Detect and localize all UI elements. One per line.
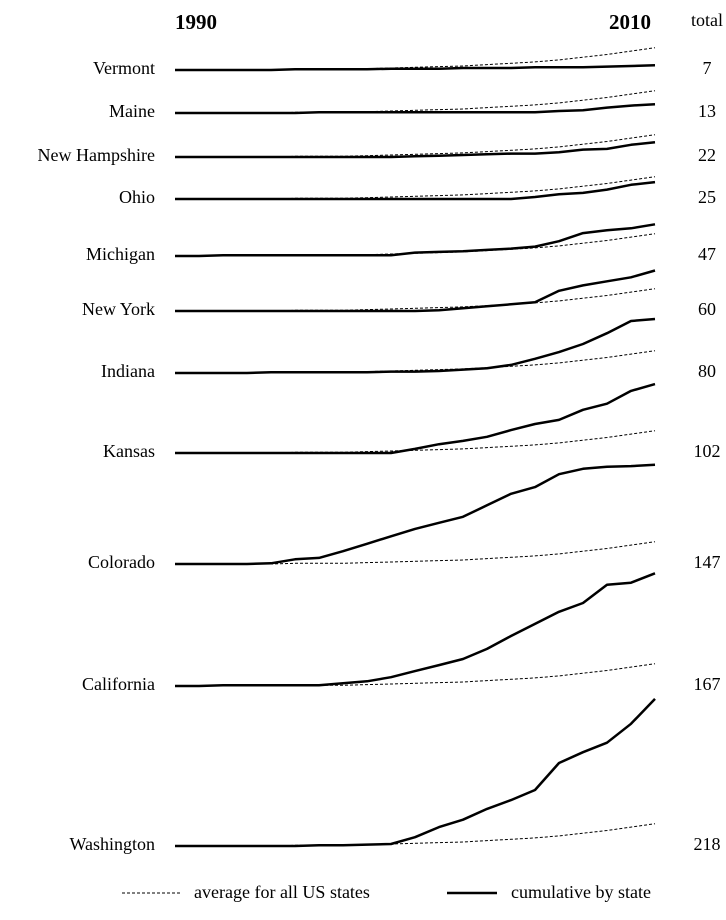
state-label: New York — [82, 299, 155, 319]
average-line — [175, 541, 656, 565]
state-line — [175, 382, 656, 455]
state-label: Michigan — [86, 244, 155, 264]
state-total: 22 — [698, 145, 716, 165]
state-total: 7 — [703, 58, 712, 78]
state-total: 102 — [694, 441, 721, 461]
average-line — [175, 288, 656, 312]
state-line — [175, 223, 656, 258]
state-line — [175, 572, 656, 688]
state-label: California — [82, 674, 155, 694]
state-total: 25 — [698, 187, 716, 207]
state-line — [175, 463, 656, 566]
state-label: Vermont — [93, 58, 155, 78]
state-line — [175, 317, 656, 375]
state-label: Colorado — [88, 552, 155, 572]
state-label: Maine — [109, 101, 155, 121]
totals-header: total — [691, 10, 723, 30]
state-total: 218 — [694, 834, 721, 854]
average-line — [175, 663, 656, 687]
state-label: New Hampshire — [38, 145, 155, 165]
average-line — [175, 823, 656, 847]
state-label: Kansas — [103, 441, 155, 461]
state-total: 13 — [698, 101, 716, 121]
start-year: 1990 — [175, 10, 217, 34]
state-label: Indiana — [101, 361, 155, 381]
average-line — [175, 176, 656, 200]
state-total: 167 — [694, 674, 721, 694]
legend-label: average for all US states — [194, 882, 370, 902]
average-line — [175, 134, 656, 158]
state-total: 147 — [694, 552, 721, 572]
state-line — [175, 698, 656, 848]
state-line — [175, 180, 656, 201]
legend-label: cumulative by state — [511, 882, 651, 902]
average-line — [175, 350, 656, 374]
state-label: Washington — [69, 834, 155, 854]
state-label: Ohio — [119, 187, 155, 207]
state-line — [175, 102, 656, 115]
state-total: 80 — [698, 361, 716, 381]
end-year: 2010 — [609, 10, 651, 34]
state-line — [175, 140, 656, 159]
state-total: 47 — [698, 244, 716, 264]
state-line — [175, 64, 656, 72]
state-total: 60 — [698, 299, 716, 319]
state-line — [175, 269, 656, 313]
